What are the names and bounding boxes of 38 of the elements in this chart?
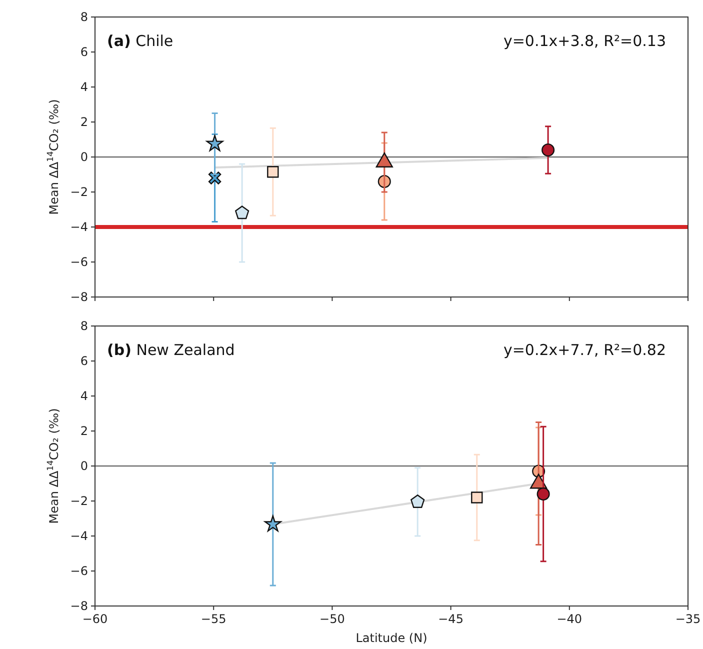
point bbox=[264, 515, 282, 532]
y-tick-label: 8 bbox=[80, 319, 88, 333]
y-tick-label: −4 bbox=[70, 529, 88, 543]
text: (b) New Zealand bbox=[107, 341, 235, 359]
y-tick-label: 4 bbox=[80, 389, 88, 403]
y-tick-label: 2 bbox=[80, 424, 88, 438]
text: (a) Chile bbox=[107, 32, 174, 50]
y-tick-label: 8 bbox=[80, 10, 88, 24]
annotation: y=0.2x+7.7, R²=0.82 bbox=[503, 341, 666, 359]
y-tick-label: −4 bbox=[70, 220, 88, 234]
x-tick-label: −60 bbox=[82, 612, 108, 626]
point bbox=[536, 487, 550, 501]
y-tick-label: 4 bbox=[80, 80, 88, 94]
point bbox=[208, 172, 222, 184]
point bbox=[471, 492, 483, 504]
point bbox=[410, 494, 425, 508]
y-tick-label: −2 bbox=[70, 185, 88, 199]
y-tick-label: 0 bbox=[80, 459, 88, 473]
x-tick-label: −35 bbox=[675, 612, 701, 626]
point bbox=[267, 166, 279, 178]
y-tick-label: −2 bbox=[70, 494, 88, 508]
x-axis-title: Latitude (N) bbox=[356, 631, 428, 645]
x-tick-label: −40 bbox=[556, 612, 582, 626]
y-tick-label: −8 bbox=[70, 599, 88, 613]
y-tick-label: −6 bbox=[70, 564, 88, 578]
y-tick-label: 0 bbox=[80, 150, 88, 164]
point bbox=[206, 134, 224, 152]
point bbox=[542, 143, 555, 157]
x-tick-label: −55 bbox=[200, 612, 226, 626]
y-tick-label: 6 bbox=[80, 354, 88, 368]
y-tick-label: −6 bbox=[70, 255, 88, 269]
y-tick-label: 6 bbox=[80, 45, 88, 59]
point bbox=[235, 206, 250, 220]
y-tick-label: −8 bbox=[70, 290, 88, 304]
y-tick-label: 2 bbox=[80, 115, 88, 129]
x-tick-label: −45 bbox=[438, 612, 464, 626]
annotation: y=0.1x+3.8, R²=0.13 bbox=[503, 32, 666, 50]
x-tick-label: −50 bbox=[320, 612, 345, 626]
